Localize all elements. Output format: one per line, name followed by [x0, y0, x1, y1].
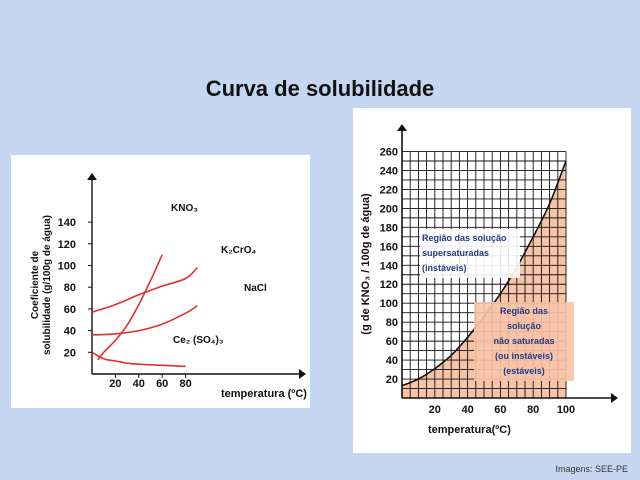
y-tick-label: 100	[58, 261, 76, 273]
y-tick-label: 60	[386, 336, 398, 348]
annotation-bg-0	[420, 229, 520, 278]
x-axis-label: temperatura (ºC)	[221, 388, 307, 400]
y-tick-label: 220	[380, 184, 398, 196]
region-annotation-line: Região das solução	[422, 233, 507, 243]
x-tick-label: 60	[156, 378, 168, 390]
region-annotation-line: não saturadas	[493, 336, 554, 346]
kno3-solubility-chart: 20 40 60 80 100 120 140 160 180 200 220 240 260 20 40 6…	[360, 124, 618, 436]
y-axis-label: Coeficiente desolubilidade (g/100g de ág…	[30, 215, 53, 355]
x-axis-arrow	[611, 393, 618, 403]
y-tick-label: 140	[380, 260, 398, 272]
right-chart-panel: 20 40 60 80 100 120 140 160 180 200 220 240 260 20 40 6…	[353, 108, 631, 453]
y-axis-label: (g de KNO₃ / 100g de água)	[360, 193, 372, 335]
y-axis-arrow	[397, 124, 407, 131]
y-tick-label: 240	[380, 165, 398, 177]
annotation-bg-1	[474, 302, 574, 381]
series-label-k2cro4: K₂CrO₄	[221, 245, 257, 256]
y-tick-label: 20	[64, 347, 76, 359]
y-tick-label: 180	[380, 222, 398, 234]
y-tick-label: 40	[386, 355, 398, 367]
series-label-nacl: NaCl	[244, 283, 267, 294]
region-annotation-line: Região das	[500, 306, 548, 316]
image-credit: Imagens: SEE-PE	[555, 464, 628, 474]
x-tick-label: 40	[133, 378, 145, 390]
y-tick-label: 120	[58, 239, 76, 251]
x-axis-arrow	[299, 369, 306, 379]
x-tick-label: 60	[494, 404, 506, 416]
slide-title: Curva de solubilidade	[205, 76, 435, 101]
curve-kno3	[97, 254, 163, 361]
series-label-kno3: KNO₃	[171, 203, 198, 214]
x-tick-label: 80	[179, 378, 191, 390]
y-tick-label: 260	[380, 147, 398, 159]
y-axis-arrow	[87, 173, 97, 180]
x-tick-label: 80	[527, 404, 539, 416]
y-tick-label: 20	[386, 374, 398, 386]
y-tick-label: 140	[58, 217, 76, 229]
x-axis-label: temperatura(ºC)	[428, 424, 511, 436]
x-tick-label: 20	[109, 378, 121, 390]
left-chart-panel: 20 40 60 80 100 120 140 20 40 60 80 temperatura (ºC…	[11, 155, 310, 408]
y-tick-label: 120	[380, 279, 398, 291]
y-tick-label: 200	[380, 203, 398, 215]
solubility-curves-chart: 20 40 60 80 100 120 140 20 40 60 80 temperatura (ºC…	[30, 173, 307, 400]
y-tick-label: 80	[64, 282, 76, 294]
curve-nacl	[91, 304, 198, 336]
y-tick-label: 40	[64, 326, 76, 338]
y-tick-label: 160	[380, 241, 398, 253]
region-annotation-line: supersaturadas	[422, 248, 489, 258]
y-tick-label: 60	[64, 304, 76, 316]
region-annotation-line: solução	[507, 321, 542, 331]
series-label-ce2-so4-3: Ce₂ (SO₄)₃	[173, 335, 224, 346]
curve-k2cro4	[91, 267, 198, 313]
x-tick-label: 20	[429, 404, 441, 416]
y-tick-label: 100	[380, 298, 398, 310]
curve-ce2-so4-3	[91, 351, 186, 368]
region-annotation-line: (ou instáveis)	[495, 351, 553, 361]
x-tick-label: 100	[557, 404, 575, 416]
y-tick-label: 80	[386, 317, 398, 329]
x-tick-label: 40	[461, 404, 473, 416]
region-annotation-line: (instáveis)	[422, 263, 467, 273]
region-annotation-line: (estáveis)	[503, 366, 545, 376]
